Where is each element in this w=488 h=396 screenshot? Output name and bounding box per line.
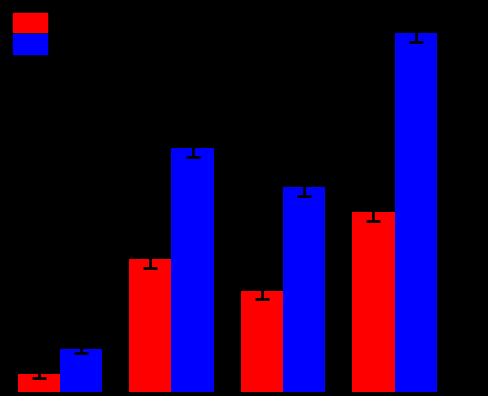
- Bar: [60, 349, 102, 392]
- Bar: [129, 259, 171, 392]
- Bar: [352, 212, 395, 392]
- Bar: [395, 33, 437, 392]
- Bar: [18, 374, 60, 392]
- Legend: , : ,: [11, 11, 51, 55]
- Bar: [283, 187, 325, 392]
- Bar: [171, 148, 214, 392]
- Bar: [241, 291, 283, 392]
